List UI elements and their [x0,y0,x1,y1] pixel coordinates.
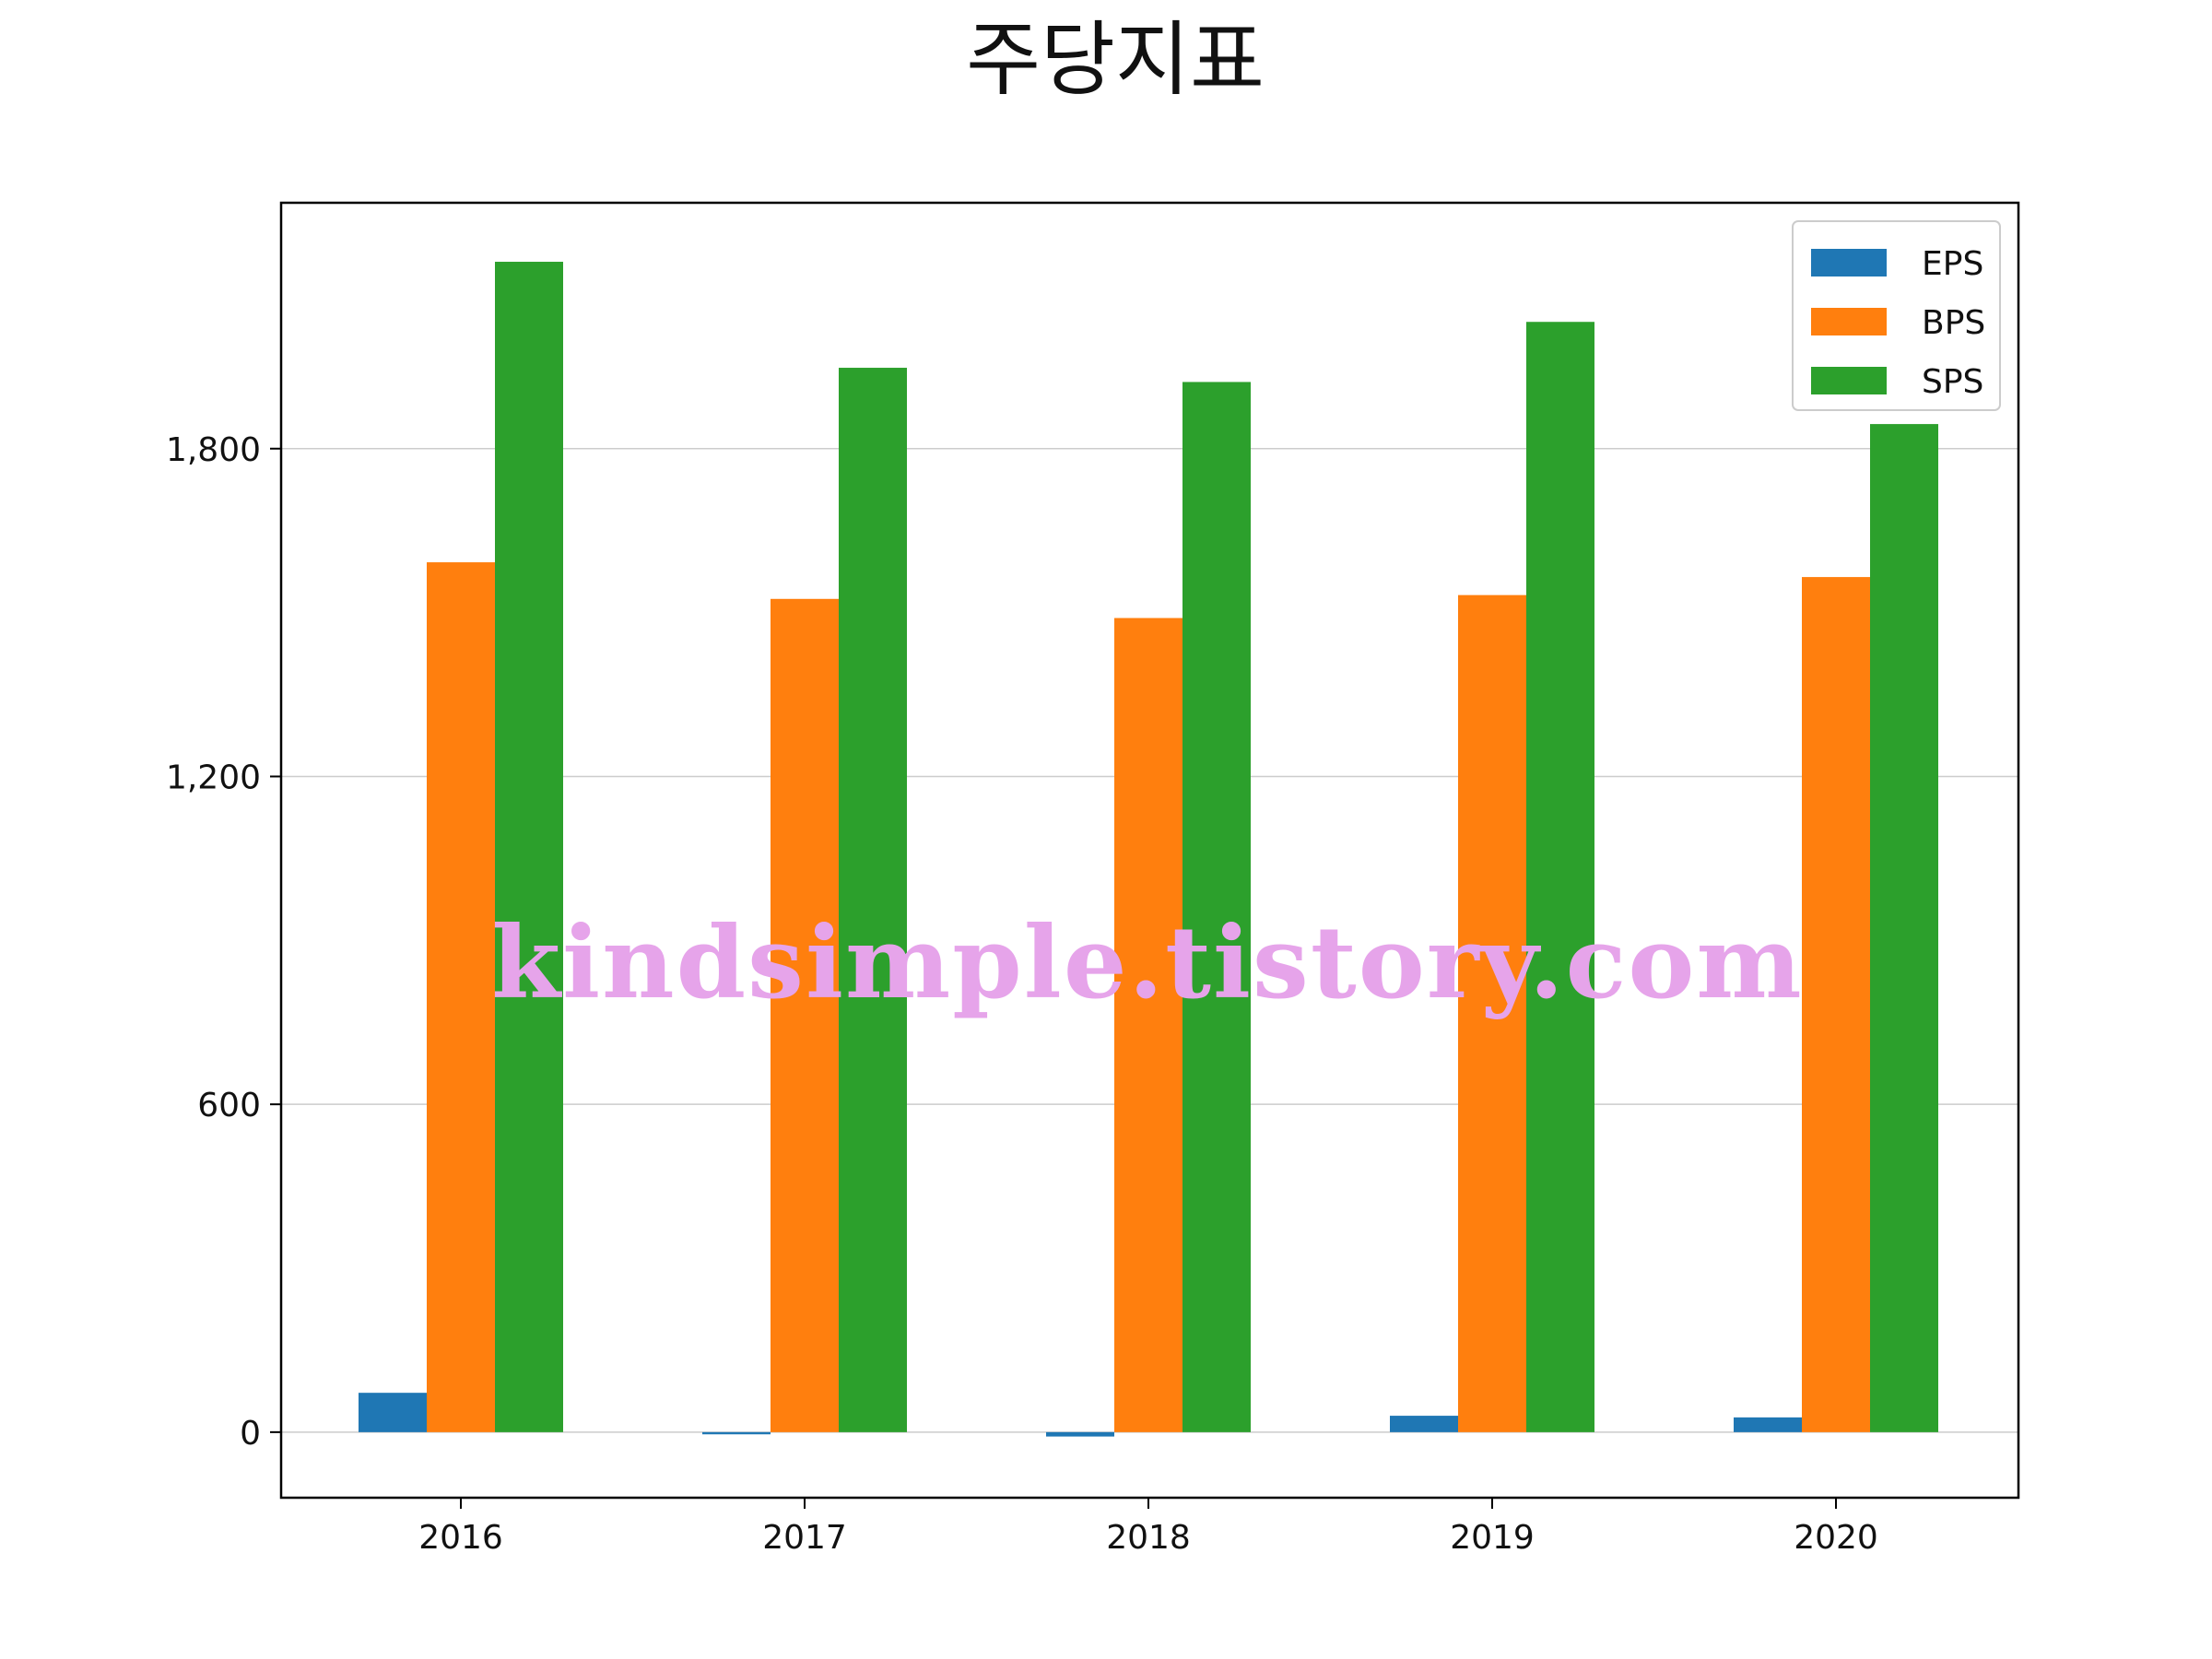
bar-sps-2019 [1526,322,1594,1432]
y-tick-label: 1,200 [166,759,261,796]
chart-title: 주당지표 [966,12,1265,107]
bar-bps-2016 [427,562,495,1432]
bar-bps-2018 [1114,618,1182,1432]
bar-eps-2016 [359,1393,427,1432]
bar-sps-2017 [839,368,907,1432]
x-tick-label: 2018 [1106,1519,1191,1557]
axes: 0 600 1,200 1,800 2016 2017 2018 2019 2020 [166,201,2020,1557]
bar-eps-2020 [1734,1417,1802,1432]
bar-bps-2017 [771,598,839,1432]
x-tick-label: 2019 [1450,1519,1535,1557]
watermark-text: kindsimple.tistory.com [491,905,1803,1021]
bar-eps-2017 [702,1431,771,1435]
bars [359,262,1938,1437]
bar-sps-2016 [495,262,563,1432]
legend-label-bps: BPS [1922,304,1985,342]
bar-bps-2020 [1802,577,1870,1432]
bar-eps-2018 [1046,1431,1114,1437]
x-tick-label: 2017 [762,1519,847,1557]
x-tick-label: 2020 [1794,1519,1878,1557]
bar-bps-2019 [1458,594,1526,1432]
legend-label-eps: EPS [1922,245,1983,283]
legend: EPS BPS SPS [1792,220,2001,411]
bar-sps-2018 [1182,382,1251,1432]
legend-swatch-bps [1811,308,1887,335]
bar-sps-2020 [1870,424,1938,1432]
legend-swatch-eps [1811,249,1887,276]
plot-frame [279,201,2020,1500]
y-tick-label: 1,800 [166,431,261,469]
legend-label-sps: SPS [1922,363,1983,401]
x-tick-label: 2016 [418,1519,503,1557]
y-tick-label: 600 [197,1087,261,1124]
y-tick-label: 0 [240,1415,261,1453]
legend-swatch-sps [1811,367,1887,394]
bar-eps-2019 [1390,1416,1458,1432]
